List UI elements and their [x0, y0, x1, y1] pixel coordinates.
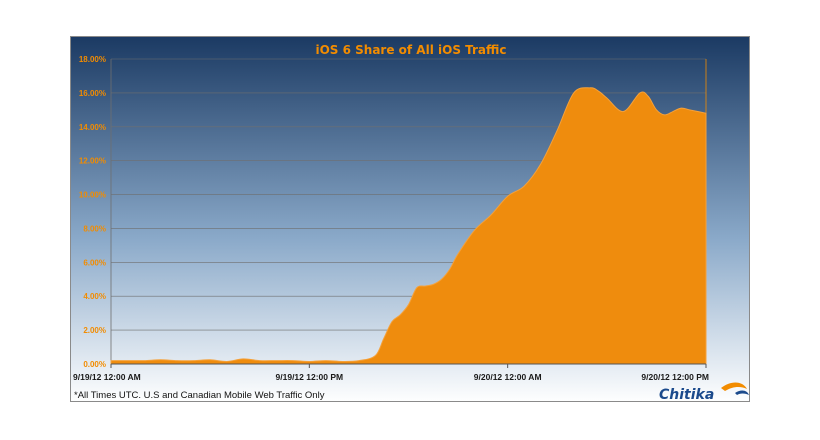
y-tick-label: 12.00%	[79, 157, 106, 166]
area-series	[110, 87, 707, 365]
chart-svg: 0.00% 2.00% 4.00% 6.00% 8.00% 10.00% 12.00% 14.…	[71, 37, 749, 402]
x-tick-label: 9/19/12 12:00 PM	[276, 372, 344, 382]
y-tick-label: 16.00%	[79, 89, 106, 98]
y-tick-label: 18.00%	[79, 55, 106, 64]
x-tick-label: 9/20/12 12:00 AM	[474, 372, 542, 382]
chart-frame: 0.00% 2.00% 4.00% 6.00% 8.00% 10.00% 12.00% 14.…	[70, 36, 750, 402]
y-axis-ticks: 0.00% 2.00% 4.00% 6.00% 8.00% 10.00% 12.00% 14.…	[79, 55, 106, 369]
ios6-share-area	[110, 87, 707, 365]
x-tick-label: 9/19/12 12:00 AM	[73, 372, 141, 382]
y-tick-label: 4.00%	[83, 292, 106, 301]
y-tick-label: 2.00%	[83, 326, 106, 335]
y-tick-label: 0.00%	[83, 360, 106, 369]
y-tick-label: 8.00%	[83, 224, 106, 233]
x-axis-ticks: 9/19/12 12:00 AM 9/19/12 12:00 PM 9/20/12 …	[73, 363, 709, 382]
y-tick-label: 10.00%	[79, 191, 106, 200]
y-tick-label: 14.00%	[79, 123, 106, 132]
y-tick-label: 6.00%	[83, 258, 106, 267]
brand-name: Chitika	[659, 387, 714, 402]
swoosh-icon	[721, 382, 747, 391]
chart-title: iOS 6 Share of All iOS Traffic	[315, 43, 506, 57]
x-tick-label: 9/20/12 12:00 PM	[641, 372, 709, 382]
brand-logo: Chitika	[659, 382, 749, 402]
swoosh-accent-icon	[735, 390, 749, 395]
footnote: *All Times UTC. U.S and Canadian Mobile …	[74, 390, 325, 401]
